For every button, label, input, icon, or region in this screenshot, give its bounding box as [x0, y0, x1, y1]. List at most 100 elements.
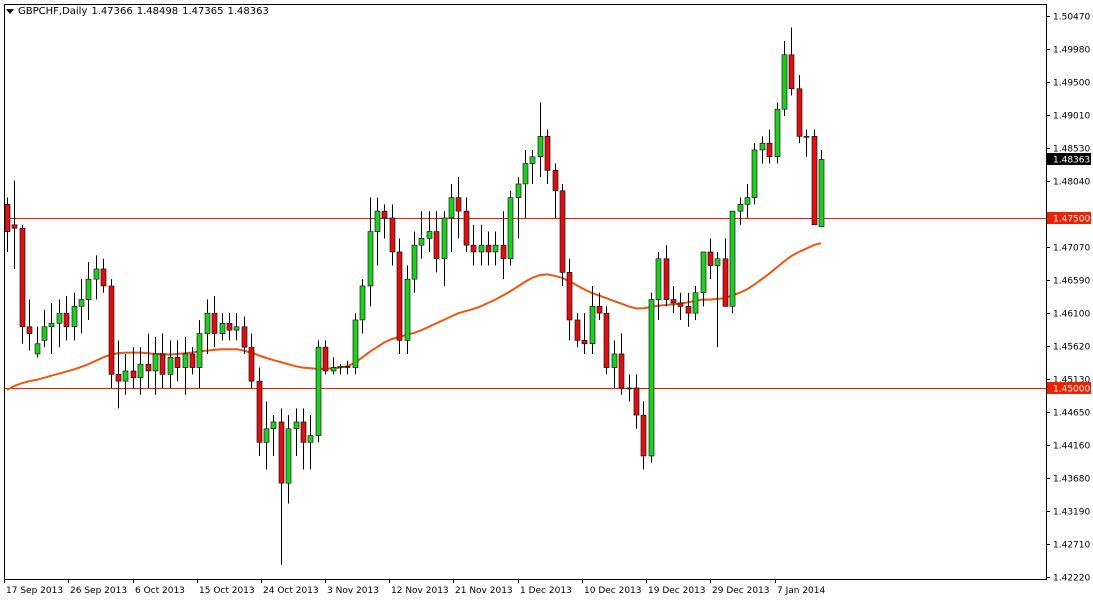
candle: [426, 211, 433, 252]
time-tick-label: 15 Oct 2013: [199, 586, 255, 596]
candle: [796, 75, 803, 144]
candle-body: [818, 159, 825, 228]
candle: [433, 211, 440, 273]
candle: [189, 347, 196, 375]
candle-body: [744, 197, 751, 205]
candle-body: [507, 197, 514, 260]
candle: [448, 183, 455, 252]
candle-body: [26, 326, 33, 334]
price-tick-label: 1.43190: [1053, 508, 1090, 518]
candle: [108, 279, 115, 388]
candle-body: [130, 370, 137, 379]
candle-body: [566, 272, 573, 321]
candle-body: [537, 136, 544, 158]
candle-body: [4, 204, 11, 232]
candle-body: [692, 292, 699, 314]
candle: [692, 285, 699, 320]
candle-body: [278, 421, 285, 484]
candle-body: [455, 197, 462, 212]
symbol-menu-icon[interactable]: [6, 8, 14, 14]
time-tick-label: 6 Oct 2013: [135, 586, 185, 596]
candle-body: [63, 312, 70, 328]
candle-body: [367, 231, 374, 287]
candle-body: [766, 142, 773, 158]
candle-body: [315, 346, 322, 436]
candle-body: [492, 244, 499, 253]
candle: [19, 224, 26, 344]
candle: [633, 374, 640, 429]
level-label: 1.45000: [1053, 385, 1090, 395]
candle-body: [330, 367, 337, 372]
candle-body: [248, 346, 255, 382]
candle: [418, 211, 425, 259]
candle-body: [448, 197, 455, 219]
candle-body: [411, 244, 418, 280]
price-tick-label: 1.46590: [1053, 277, 1090, 287]
candle: [56, 299, 63, 348]
candle-body: [633, 387, 640, 416]
candle-body: [34, 343, 41, 355]
candle-body: [374, 210, 381, 232]
candles-layer: [4, 27, 825, 565]
candle-body: [478, 244, 485, 253]
low-value: 1.47365: [182, 6, 224, 17]
moving-average-line: [6, 242, 822, 391]
candle-body: [389, 217, 396, 253]
candle-body: [263, 428, 270, 443]
candle: [500, 211, 507, 280]
candle: [293, 408, 300, 456]
level-label-box: [1047, 382, 1091, 394]
candle-body: [11, 224, 18, 229]
candle: [811, 129, 818, 226]
candle: [34, 326, 41, 358]
candle: [167, 340, 174, 388]
candle-body: [78, 299, 85, 307]
price-tick-label: 1.45130: [1053, 376, 1090, 386]
candle-body: [618, 353, 625, 389]
candle: [455, 177, 462, 239]
candle: [559, 183, 566, 286]
candle: [78, 279, 85, 334]
candle: [544, 129, 551, 184]
candle-body: [189, 353, 196, 368]
candle-body: [145, 363, 152, 372]
time-tick-label: 10 Dec 2013: [584, 586, 642, 596]
candle: [766, 129, 773, 164]
candle-body: [182, 353, 189, 368]
candle: [337, 364, 344, 375]
candle: [352, 313, 359, 375]
candle: [744, 183, 751, 218]
candle-body: [167, 357, 174, 375]
candle-body: [108, 285, 115, 375]
candle: [71, 292, 78, 341]
candle: [685, 292, 692, 327]
candle-body: [648, 299, 655, 457]
price-tick-label: 1.42220: [1053, 574, 1090, 584]
candle: [204, 299, 211, 354]
candle: [26, 299, 33, 351]
candle: [603, 306, 610, 375]
candle-body: [759, 142, 766, 151]
candle: [781, 41, 788, 116]
candle-body: [729, 210, 736, 307]
candle: [655, 251, 662, 320]
price-tick-label: 1.49980: [1053, 46, 1090, 56]
candle: [522, 149, 529, 218]
candle: [300, 408, 307, 470]
candle: [803, 129, 810, 157]
candle: [48, 302, 55, 354]
price-tick-label: 1.43680: [1053, 475, 1090, 485]
candle: [256, 367, 263, 456]
candle-body: [307, 435, 314, 443]
candle: [174, 340, 181, 382]
candle-body: [352, 319, 359, 368]
candle: [196, 319, 203, 388]
candle-body: [93, 268, 100, 280]
candle: [663, 245, 670, 307]
candle-body: [670, 299, 677, 304]
candle: [145, 333, 152, 388]
candle: [581, 313, 588, 354]
candle-body: [581, 340, 588, 345]
